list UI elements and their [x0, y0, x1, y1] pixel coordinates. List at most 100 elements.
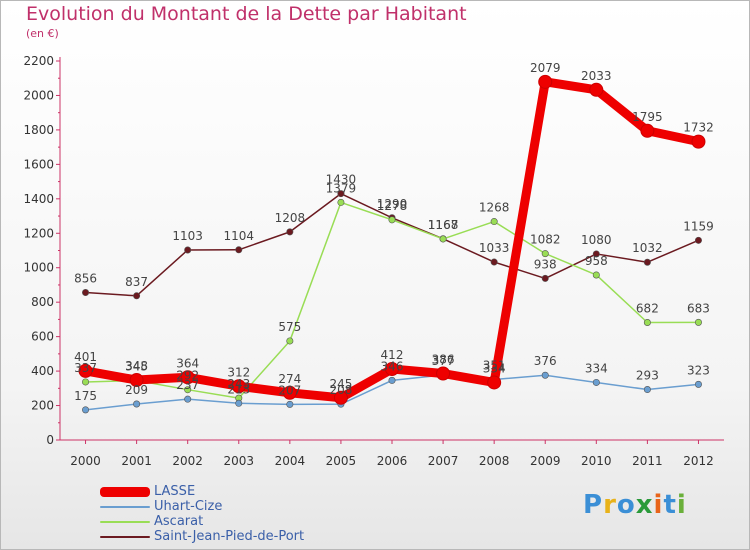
data-point: [592, 378, 600, 386]
data-point: [538, 74, 553, 89]
data-point: [592, 250, 600, 258]
legend-label: Uhart-Cize: [154, 499, 223, 514]
data-point: [235, 246, 243, 254]
data-point: [694, 236, 702, 244]
x-tick-label: 2007: [428, 454, 459, 468]
data-label: 837: [125, 275, 148, 289]
logo-letter: o: [616, 490, 636, 520]
data-label: 1278: [377, 199, 408, 213]
logo-letter: r: [603, 490, 617, 520]
data-point: [133, 400, 141, 408]
data-point: [129, 373, 144, 388]
x-tick-label: 2009: [530, 454, 561, 468]
data-point: [333, 390, 348, 405]
y-tick-label: 200: [31, 399, 54, 413]
data-point: [388, 376, 396, 384]
data-point: [643, 258, 651, 266]
data-label: 175: [74, 389, 97, 403]
x-tick-label: 2002: [172, 454, 203, 468]
data-label: 245: [329, 377, 352, 391]
y-tick-label: 2000: [23, 88, 54, 102]
legend-swatch: [100, 486, 150, 497]
y-tick-label: 400: [31, 364, 54, 378]
data-label: 207: [278, 383, 301, 397]
data-point: [487, 375, 502, 390]
data-label: 401: [74, 350, 97, 364]
data-point: [490, 258, 498, 266]
legend-label: LASSE: [154, 484, 196, 499]
legend-item-saint-jean-pied-de-port: Saint-Jean-Pied-de-Port: [100, 529, 304, 544]
data-point: [541, 250, 549, 258]
data-label: 1080: [581, 233, 612, 247]
data-label: 323: [687, 363, 710, 377]
data-label: 1430: [326, 173, 357, 187]
x-tick-label: 2003: [223, 454, 254, 468]
data-point: [439, 235, 447, 243]
data-label: 1103: [172, 229, 203, 243]
data-label: 208: [329, 383, 352, 397]
data-label: 1290: [377, 197, 408, 211]
data-point: [592, 271, 600, 279]
x-tick-label: 2012: [683, 454, 714, 468]
x-tick-label: 2008: [479, 454, 510, 468]
data-label: 364: [176, 356, 199, 370]
data-point: [490, 218, 498, 226]
data-point: [643, 319, 651, 327]
data-label: 213: [227, 382, 250, 396]
data-label: 345: [125, 360, 148, 374]
data-point: [78, 363, 93, 378]
data-point: [694, 318, 702, 326]
y-tick-label: 1800: [23, 123, 54, 137]
data-point: [691, 134, 706, 149]
data-label: 334: [483, 361, 506, 375]
data-point: [133, 292, 141, 300]
data-label: 346: [381, 359, 404, 373]
data-label: 1795: [632, 110, 663, 124]
x-tick-label: 2001: [121, 454, 152, 468]
data-label: 312: [227, 365, 250, 379]
x-tick-label: 2000: [70, 454, 101, 468]
data-point: [82, 378, 90, 386]
data-point: [541, 274, 549, 282]
data-label: 334: [585, 361, 608, 375]
data-point: [286, 400, 294, 408]
y-tick-label: 0: [46, 433, 54, 447]
data-label: 348: [125, 359, 148, 373]
data-label: 1159: [683, 219, 714, 233]
x-tick-label: 2010: [581, 454, 612, 468]
legend-label: Saint-Jean-Pied-de-Port: [154, 529, 305, 544]
data-label: 1167: [428, 218, 459, 232]
data-label: 1104: [223, 229, 254, 243]
legend-swatch: [100, 520, 150, 523]
legend-swatch: [100, 505, 150, 508]
data-point: [388, 216, 396, 224]
data-point: [235, 399, 243, 407]
x-tick-label: 2004: [275, 454, 306, 468]
legend-swatch: [100, 535, 150, 538]
data-point: [286, 228, 294, 236]
data-label: 351: [483, 359, 506, 373]
chart-legend: LASSE Uhart-Cize Ascarat Saint-Jean-Pied…: [100, 484, 304, 544]
y-tick-label: 2200: [23, 54, 54, 68]
data-point: [337, 190, 345, 198]
y-tick-label: 1600: [23, 157, 54, 171]
logo-letter: x: [635, 490, 654, 520]
x-tick-label: 2006: [377, 454, 408, 468]
data-label: 1033: [479, 241, 510, 255]
logo-letter: i: [676, 490, 687, 520]
data-point: [231, 379, 246, 394]
x-tick-label: 2005: [326, 454, 357, 468]
data-point: [82, 289, 90, 297]
x-tick-label: 2011: [632, 454, 663, 468]
y-tick-label: 1200: [23, 226, 54, 240]
data-label: 209: [125, 383, 148, 397]
data-label: 243: [227, 377, 250, 391]
data-label: 1732: [683, 121, 714, 135]
data-point: [643, 386, 651, 394]
y-tick-label: 1400: [23, 192, 54, 206]
data-point: [184, 395, 192, 403]
data-point: [640, 123, 655, 138]
y-tick-label: 800: [31, 295, 54, 309]
chart-subtitle: (en €): [26, 27, 59, 40]
